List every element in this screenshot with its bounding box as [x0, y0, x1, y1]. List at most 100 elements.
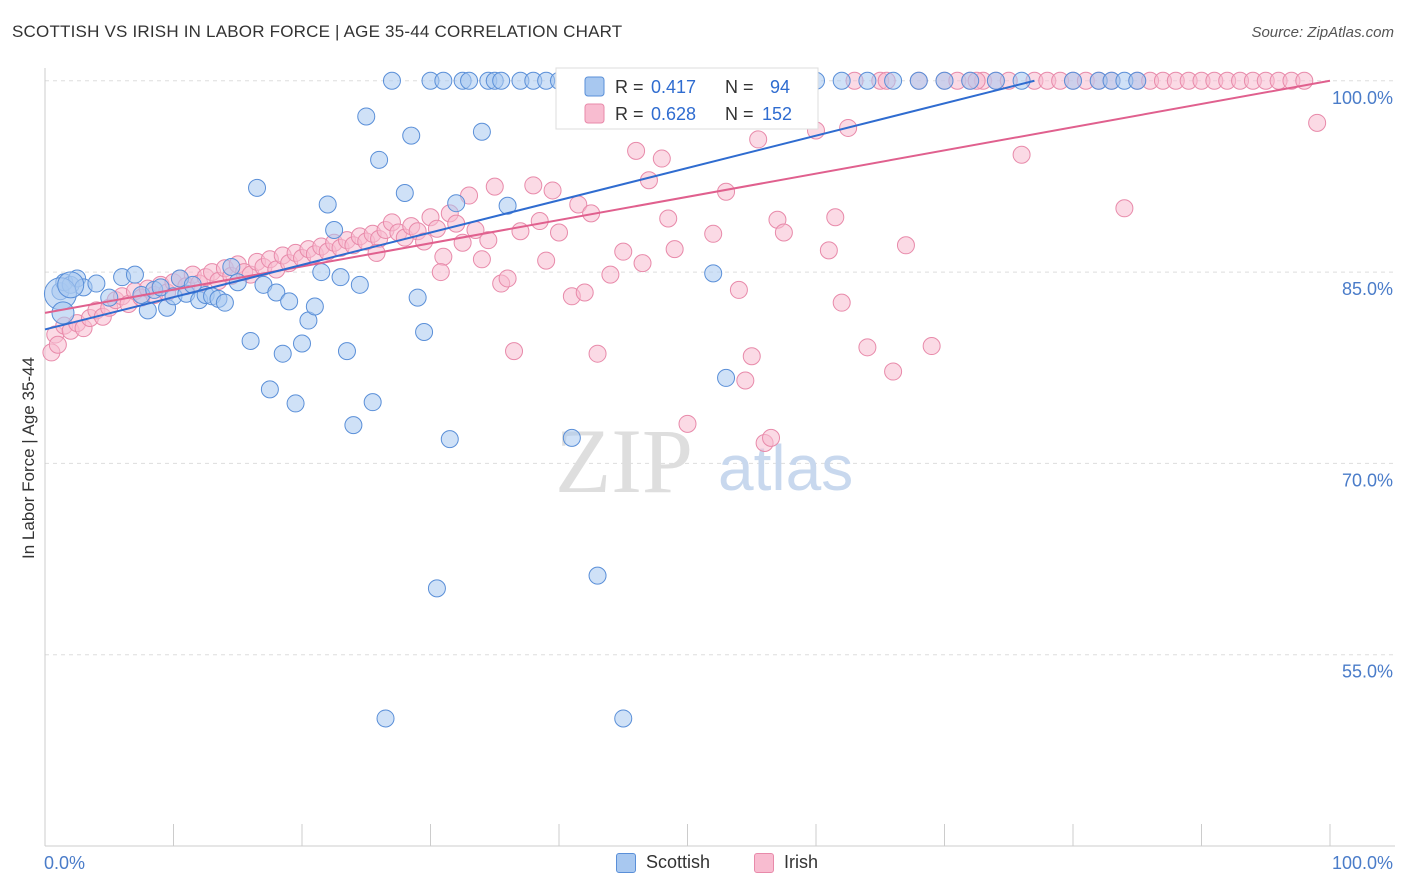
irish-point	[729, 280, 748, 299]
irish-point	[1012, 145, 1031, 164]
scottish-point	[331, 268, 350, 287]
scottish-point	[100, 288, 119, 307]
legend-label-scottish: Scottish	[646, 852, 711, 872]
y-tick-label: 70.0%	[1342, 470, 1393, 490]
irish-point	[704, 224, 723, 243]
scottish-point	[286, 394, 305, 413]
irish-point	[498, 269, 517, 288]
scottish-point	[434, 71, 453, 90]
irish-point	[524, 176, 543, 195]
irish-point	[639, 171, 658, 190]
irish-point	[858, 338, 877, 357]
irish-point	[742, 347, 761, 366]
legend-n-value-scottish: 94	[770, 77, 790, 97]
scottish-point	[1064, 71, 1082, 90]
scottish-point	[1128, 71, 1147, 90]
scottish-point	[460, 71, 479, 90]
y-tick-label: 55.0%	[1342, 662, 1393, 682]
x-tick-label-min: 0.0%	[44, 853, 85, 873]
scottish-point	[704, 264, 723, 283]
irish-point	[543, 181, 562, 200]
scottish-point	[325, 220, 344, 239]
scottish-point	[267, 283, 286, 302]
scottish-point	[363, 393, 382, 412]
irish-point	[633, 254, 652, 273]
scottish-point	[305, 297, 324, 316]
y-axis-label: In Labor Force | Age 35-44	[19, 357, 38, 559]
scottish-point	[1012, 71, 1031, 90]
scottish-point	[427, 579, 446, 598]
irish-point	[832, 293, 851, 312]
scottish-point	[408, 288, 427, 307]
irish-point	[736, 371, 755, 390]
irish-point	[588, 344, 607, 363]
scottish-point	[447, 194, 466, 213]
scottish-point	[318, 195, 337, 214]
irish-point	[627, 141, 646, 160]
scottish-point	[415, 323, 434, 342]
scottish-point	[51, 301, 75, 325]
scottish-point	[344, 416, 363, 435]
legend-swatch-irish	[584, 103, 605, 124]
scottish-point	[357, 107, 376, 126]
scottish-point	[312, 263, 331, 282]
legend-label-irish: Irish	[784, 852, 819, 872]
scottish-point	[241, 331, 260, 350]
irish-point	[485, 177, 504, 196]
y-tick-label: 100.0%	[1332, 88, 1393, 108]
irish-point	[659, 209, 678, 228]
legend-r-label-irish: R =	[615, 104, 644, 124]
irish-point	[665, 240, 684, 259]
irish-point	[762, 428, 781, 447]
axes	[44, 68, 1395, 847]
scottish-point	[858, 71, 877, 90]
x-tick-label-max: 100.0%	[1332, 853, 1393, 873]
scottish-point	[337, 342, 356, 361]
scottish-point	[395, 183, 414, 202]
scottish-points	[43, 71, 1147, 728]
legend-n-label-irish: N =	[725, 104, 754, 124]
scottish-point	[370, 150, 389, 169]
legend-n-value-irish: 152	[762, 104, 792, 124]
scottish-point	[472, 122, 491, 141]
irish-point	[530, 212, 549, 231]
scottish-point	[222, 257, 241, 276]
irish-point	[614, 242, 633, 261]
legend-r-value-irish: 0.628	[651, 104, 696, 124]
irish-point	[922, 337, 941, 356]
scottish-point	[215, 293, 234, 312]
irish-point	[826, 208, 845, 227]
y-tick-label: 85.0%	[1342, 279, 1393, 299]
scottish-point	[935, 71, 954, 90]
grid-lines	[45, 80, 1395, 656]
x-axis-tick-labels: 0.0% 100.0%	[44, 853, 1393, 873]
irish-point	[774, 223, 793, 242]
legend-n-label-scottish: N =	[725, 77, 754, 97]
y-axis-tick-labels: 100.0% 85.0% 70.0% 55.0%	[1332, 88, 1393, 682]
irish-point	[537, 251, 556, 270]
scottish-point	[961, 71, 980, 90]
legend-r-label-scottish: R =	[615, 77, 644, 97]
scottish-point	[125, 265, 144, 284]
irish-point	[1115, 199, 1134, 218]
irish-point	[505, 342, 524, 361]
scottish-point	[382, 71, 401, 90]
scottish-point	[492, 71, 511, 90]
legend-swatch-scottish-bottom	[616, 852, 636, 873]
irish-point	[601, 265, 620, 284]
chart-title: SCOTTISH VS IRISH IN LABOR FORCE | AGE 3…	[12, 22, 623, 41]
irish-point	[652, 149, 671, 168]
legend-item-irish: Irish	[754, 852, 818, 873]
scottish-point	[138, 301, 157, 320]
scottish-point	[350, 275, 369, 294]
irish-point	[472, 250, 491, 269]
watermark-zip: ZIP	[555, 410, 693, 512]
scottish-point	[884, 71, 903, 90]
scottish-point	[273, 344, 292, 363]
scottish-point	[498, 196, 517, 215]
legend-swatch-irish-bottom	[754, 852, 774, 873]
legend-item-scottish: Scottish	[616, 852, 710, 873]
scottish-point	[57, 271, 85, 299]
irish-point	[678, 414, 697, 433]
